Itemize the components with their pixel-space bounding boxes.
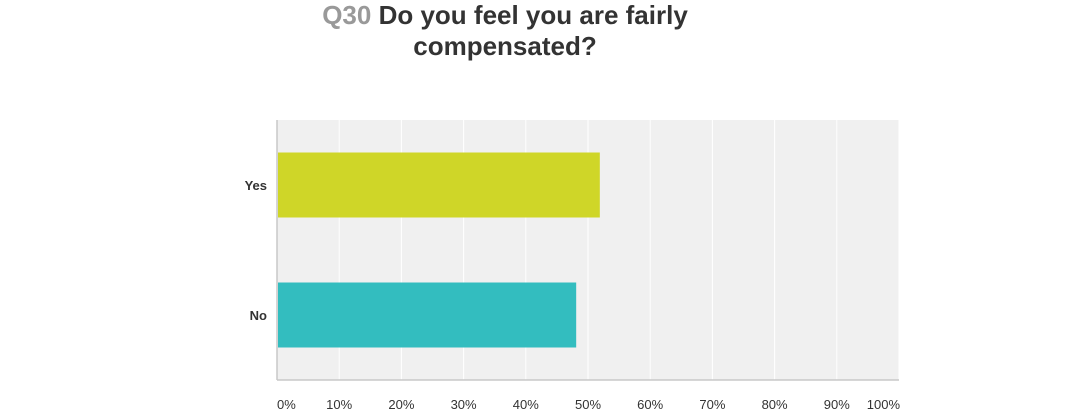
category-label: Yes	[245, 178, 267, 193]
bar-yes	[278, 152, 600, 218]
bar-no	[278, 282, 577, 348]
category-label: No	[250, 308, 267, 323]
x-tick-label: 30%	[451, 397, 477, 412]
x-tick-label: 90%	[824, 397, 850, 412]
x-tick-label: 20%	[388, 397, 414, 412]
x-tick-label: 10%	[326, 397, 352, 412]
x-tick-label: 0%	[277, 397, 296, 412]
question-number: Q30	[322, 0, 372, 30]
chart-title: Q30 Do you feel you are fairly compensat…	[270, 0, 740, 62]
x-tick-label: 100%	[867, 397, 901, 412]
question-text: Do you feel you are fairly compensated?	[378, 0, 688, 61]
x-tick-label: 40%	[513, 397, 539, 412]
x-tick-label: 80%	[762, 397, 788, 412]
x-tick-label: 60%	[637, 397, 663, 412]
x-tick-label: 50%	[575, 397, 601, 412]
x-tick-label: 70%	[699, 397, 725, 412]
